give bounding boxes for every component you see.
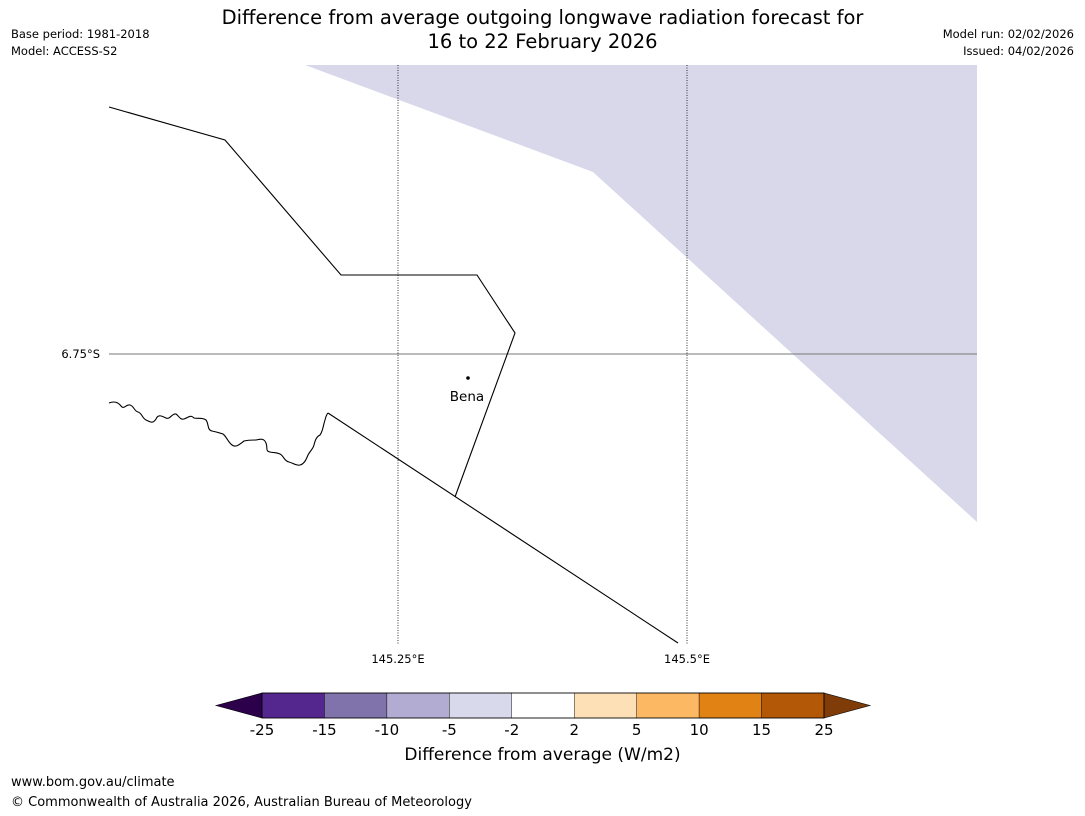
colorbar-segment	[761, 692, 825, 719]
colorbar-tick-label: -25	[249, 721, 275, 739]
model-run: Model run: 02/02/2026	[942, 27, 1074, 41]
colorbar-tick-label: 5	[631, 721, 642, 739]
province-boundary-north	[108, 106, 516, 498]
colorbar-segment	[386, 692, 450, 719]
colorbar-segment	[574, 692, 637, 719]
colorbar-segment	[449, 692, 512, 719]
meta-right: Model run: 02/02/2026 Issued: 04/02/2026	[943, 26, 1074, 60]
model-name: Model: ACCESS-S2	[11, 44, 118, 58]
colorbar-tick-label: -2	[504, 721, 520, 739]
colorbar-tick-label: -10	[374, 721, 400, 739]
title-line-1: Difference from average outgoing longwav…	[221, 6, 864, 29]
title-line-2: 16 to 22 February 2026	[427, 30, 658, 53]
river-boundary	[108, 401, 329, 466]
colorbar	[214, 692, 872, 719]
meta-left: Base period: 1981-2018 Model: ACCESS-S2	[11, 26, 150, 60]
colorbar-segment	[324, 692, 388, 719]
map-title: Difference from average outgoing longwav…	[0, 6, 1085, 54]
lon-label-145-5: 145.5°E	[664, 652, 710, 666]
colorbar-tick-label: -15	[312, 721, 337, 739]
colorbar-tick-label: 15	[752, 721, 772, 739]
lon-label-145-25: 145.25°E	[371, 652, 424, 666]
colorbar-title: Difference from average (W/m2)	[404, 745, 681, 765]
colorbar-segment	[698, 692, 762, 719]
base-period: Base period: 1981-2018	[11, 27, 150, 41]
colorbar-tick-label: -5	[441, 721, 457, 739]
colorbar-tick-label: 25	[814, 721, 834, 739]
colorbar-segment	[511, 692, 575, 719]
colorbar-tick-label: 2	[569, 721, 579, 739]
anomaly-shading	[305, 65, 977, 522]
colorbar-segment	[636, 692, 700, 719]
lat-label: 6.75°S	[61, 347, 100, 361]
footer-copyright: © Commonwealth of Australia 2026, Austra…	[11, 795, 472, 810]
footer-url: www.bom.gov.au/climate	[11, 775, 175, 790]
province-boundary-south	[327, 412, 679, 644]
colorbar-under-arrow	[214, 692, 263, 719]
colorbar-segment	[261, 692, 325, 719]
issued-date: Issued: 04/02/2026	[963, 44, 1074, 58]
place-label: Bena	[450, 389, 484, 405]
colorbar-over-arrow	[823, 692, 872, 719]
place-marker	[466, 376, 470, 380]
colorbar-tick-label: 10	[689, 721, 709, 739]
